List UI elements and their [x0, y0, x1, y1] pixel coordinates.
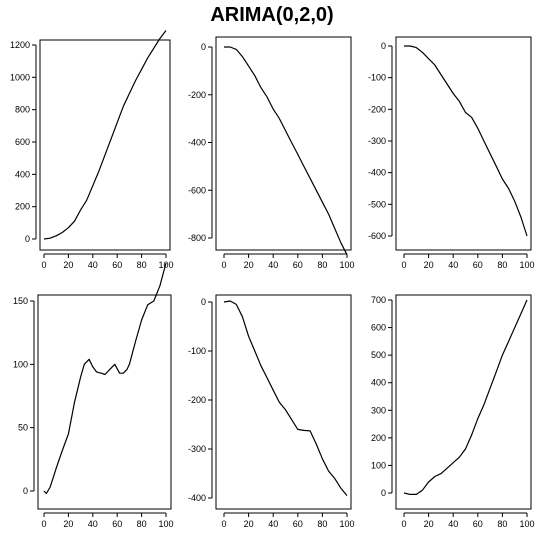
- x-tick-label: 0: [41, 260, 46, 270]
- x-tick-label: 40: [448, 519, 458, 529]
- y-tick-label: -100: [188, 346, 206, 356]
- y-tick-label: 400: [15, 169, 30, 179]
- x-tick-label: 100: [339, 519, 354, 529]
- y-tick-label: 0: [381, 488, 386, 498]
- y-tick-label: 0: [23, 486, 28, 496]
- plot-frame: [37, 294, 172, 510]
- y-tick-label: -200: [188, 90, 206, 100]
- panel-2: 0 20 40 60 80 100 0 -200 -400 -600 -800: [188, 36, 355, 270]
- x-tick-label: 0: [221, 260, 226, 270]
- y-tick-label: 600: [15, 137, 30, 147]
- x-tick-label: 20: [63, 519, 73, 529]
- y-tick-label: -200: [368, 104, 386, 114]
- y-tick-label: -400: [188, 138, 206, 148]
- x-tick-label: 20: [424, 260, 434, 270]
- y-tick-label: 200: [15, 202, 30, 212]
- y-tick-label: 700: [371, 295, 386, 305]
- y-tick-label: 1200: [10, 40, 30, 50]
- y-tick-label: 100: [371, 460, 386, 470]
- x-tick-label: 80: [497, 260, 507, 270]
- y-tick-label: -100: [368, 73, 386, 83]
- y-tick-label: 0: [201, 42, 206, 52]
- panel-5: 0 20 40 60 80 100 0 -100 -200 -300 -400: [188, 294, 355, 529]
- panel-3: 0 20 40 60 80 100 0 -100 -200 -300 -400 -500 -600: [368, 36, 535, 270]
- x-tick-label: 80: [317, 260, 327, 270]
- y-tick-label: -800: [188, 233, 206, 243]
- x-tick-label: 0: [401, 519, 406, 529]
- series-line: [403, 299, 528, 495]
- x-tick-label: 20: [244, 519, 254, 529]
- x-tick-label: 40: [448, 260, 458, 270]
- y-tick-label: -400: [368, 168, 386, 178]
- y-tick-label: 0: [25, 234, 30, 244]
- x-tick-label: 0: [401, 260, 406, 270]
- y-tick-label: 500: [371, 350, 386, 360]
- y-tick-label: -600: [188, 185, 206, 195]
- x-tick-label: 20: [424, 519, 434, 529]
- plot-frame: [395, 36, 532, 251]
- x-tick-label: 60: [112, 260, 122, 270]
- y-tick-label: 1000: [10, 72, 30, 82]
- x-tick-label: 80: [137, 519, 147, 529]
- x-tick-label: 40: [268, 519, 278, 529]
- x-tick-label: 20: [244, 260, 254, 270]
- y-tick-label: 0: [201, 297, 206, 307]
- y-tick-label: 200: [371, 433, 386, 443]
- x-tick-label: 60: [473, 260, 483, 270]
- y-tick-label: -300: [188, 444, 206, 454]
- y-tick-label: -300: [368, 136, 386, 146]
- y-tick-label: -500: [368, 199, 386, 209]
- x-tick-label: 80: [317, 519, 327, 529]
- panel-4: 0 20 40 60 80 100 0 50 100 150: [13, 262, 174, 529]
- series-line: [43, 30, 167, 240]
- series-line: [223, 300, 348, 496]
- y-tick-label: 100: [13, 359, 28, 369]
- y-tick-label: 400: [371, 378, 386, 388]
- plot-frame: [395, 294, 532, 510]
- x-tick-label: 60: [473, 519, 483, 529]
- x-tick-label: 20: [63, 260, 73, 270]
- series-line: [43, 262, 167, 495]
- series-line: [404, 45, 528, 237]
- plot-frame: [39, 39, 171, 251]
- y-tick-label: 600: [371, 323, 386, 333]
- x-tick-label: 100: [339, 260, 354, 270]
- x-tick-label: 40: [268, 260, 278, 270]
- x-tick-label: 60: [112, 519, 122, 529]
- x-tick-label: 80: [497, 519, 507, 529]
- x-tick-label: 40: [88, 260, 98, 270]
- x-tick-label: 0: [41, 519, 46, 529]
- x-tick-label: 0: [221, 519, 226, 529]
- x-tick-label: 60: [293, 260, 303, 270]
- y-tick-label: -400: [188, 493, 206, 503]
- y-tick-label: 50: [18, 423, 28, 433]
- x-tick-label: 40: [88, 519, 98, 529]
- y-tick-label: -600: [368, 231, 386, 241]
- x-tick-label: 100: [158, 519, 173, 529]
- series-line: [224, 46, 348, 255]
- y-tick-label: 300: [371, 405, 386, 415]
- plot-frame: [215, 36, 352, 251]
- x-tick-label: 100: [519, 519, 534, 529]
- x-tick-label: 60: [293, 519, 303, 529]
- y-tick-label: -200: [188, 395, 206, 405]
- y-tick-label: 800: [15, 105, 30, 115]
- figure-title: ARIMA(0,2,0): [210, 4, 333, 26]
- x-tick-label: 100: [519, 260, 534, 270]
- panel-6: 0 20 40 60 80 100 0 100 200 300 400 500 600 700: [371, 294, 535, 529]
- plot-frame: [215, 294, 352, 510]
- y-tick-label: 0: [381, 41, 386, 51]
- x-tick-label: 80: [137, 260, 147, 270]
- y-tick-label: 150: [13, 296, 28, 306]
